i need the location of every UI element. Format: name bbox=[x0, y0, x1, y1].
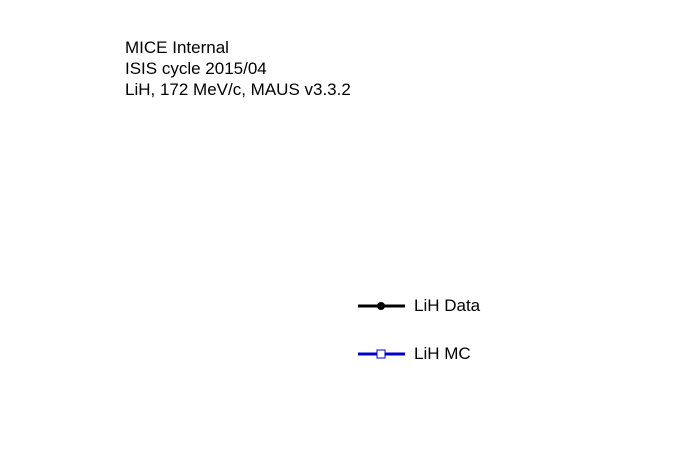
legend-label-lih-data: LiH Data bbox=[414, 296, 481, 315]
annotation-line-2: ISIS cycle 2015/04 bbox=[125, 59, 267, 78]
chart-annotation: MICE Internal ISIS cycle 2015/04 LiH, 17… bbox=[125, 37, 351, 100]
legend-symbol-lih-mc bbox=[358, 349, 405, 359]
legend-symbol-lih-data bbox=[358, 302, 405, 310]
legend-marker-lih-data bbox=[377, 302, 385, 310]
legend-marker-lih-mc bbox=[376, 349, 386, 359]
legend-label-lih-mc: LiH MC bbox=[414, 344, 471, 363]
annotation-line-1: MICE Internal bbox=[125, 38, 229, 57]
annotation-line-3: LiH, 172 MeV/c, MAUS v3.3.2 bbox=[125, 80, 351, 99]
